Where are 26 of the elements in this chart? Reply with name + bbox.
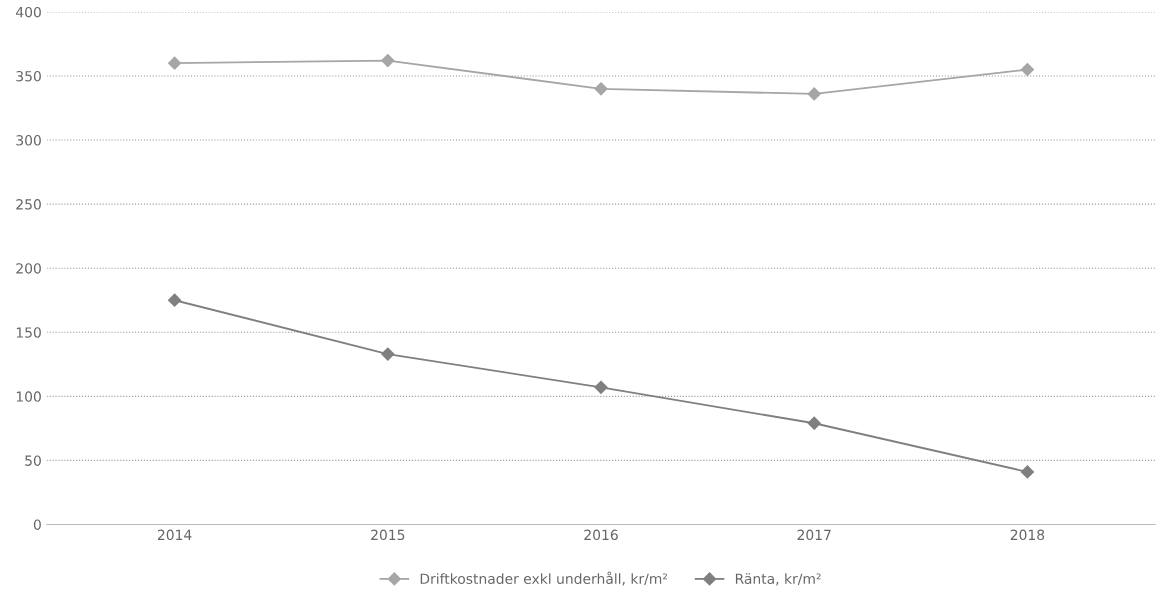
x-tick-label: 2018 bbox=[1010, 529, 1045, 541]
y-tick-label: 50 bbox=[25, 455, 41, 466]
legend-label: Driftkostnader exkl underhåll, kr/m² bbox=[420, 571, 668, 586]
y-tick-label: 200 bbox=[16, 263, 41, 274]
x-tick-label: 2016 bbox=[584, 529, 618, 541]
point bbox=[1020, 62, 1034, 77]
y-tick-label: 250 bbox=[16, 199, 41, 210]
point bbox=[594, 82, 608, 96]
point bbox=[1020, 465, 1034, 479]
x-tick-label: 2017 bbox=[797, 529, 831, 541]
point bbox=[168, 293, 182, 307]
y-tick-label: 150 bbox=[16, 327, 41, 338]
point bbox=[381, 54, 395, 68]
point bbox=[807, 416, 821, 430]
y-tick-label: 0 bbox=[33, 519, 41, 530]
y-tick-label: 300 bbox=[16, 135, 41, 146]
y-tick-label: 350 bbox=[16, 70, 41, 82]
point bbox=[168, 56, 182, 70]
legend-label: Ränta, kr/m² bbox=[735, 573, 821, 586]
point bbox=[594, 380, 608, 394]
point bbox=[381, 347, 395, 361]
x-tick-label: 2015 bbox=[371, 529, 405, 541]
x-tick-label: 2014 bbox=[157, 529, 192, 541]
y-tick-label: 400 bbox=[15, 6, 41, 18]
point bbox=[807, 87, 821, 101]
y-tick-label: 100 bbox=[16, 391, 41, 402]
